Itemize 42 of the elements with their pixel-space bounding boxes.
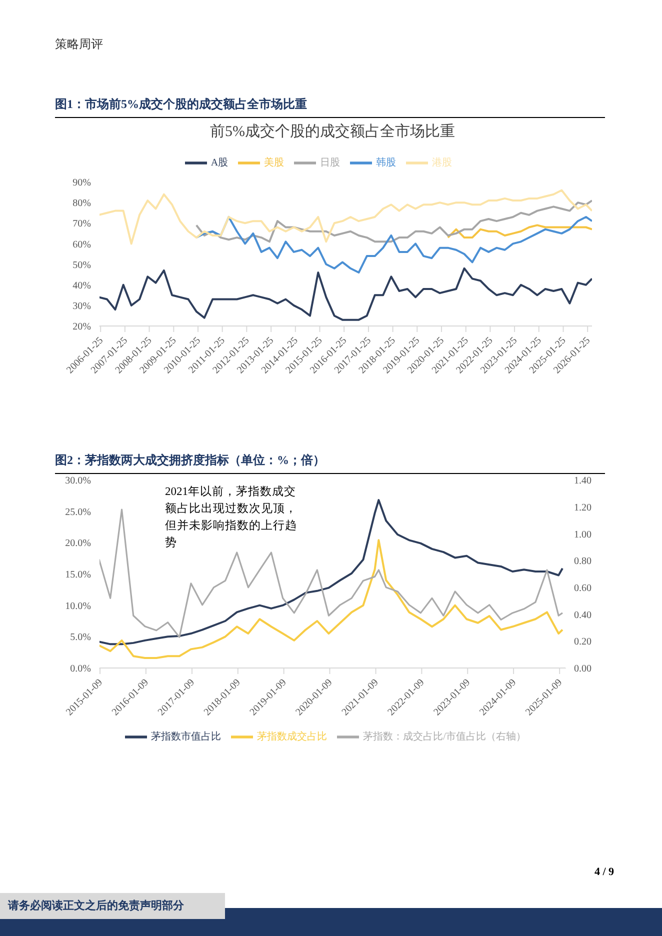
- y2-tick-label: 1.00: [574, 529, 592, 540]
- y2-tick-label: 1.20: [574, 502, 592, 514]
- text: 策略周评: [55, 36, 103, 53]
- y2-tick-label: 0.80: [574, 556, 592, 568]
- legend-label: A股: [210, 157, 228, 168]
- y-tick-label: 30.0%: [65, 476, 91, 487]
- y2-tick-label: 0.40: [574, 610, 592, 621]
- y2-tick-label: 1.40: [574, 476, 592, 487]
- y-tick-label: 5.0%: [70, 632, 91, 644]
- text: 4 / 9: [594, 866, 614, 878]
- caption: 图2：茅指数两大成交拥挤度指标（单位：%；倍）: [55, 452, 605, 474]
- legend-label: 茅指数：成交占比/市值占比（右轴）: [363, 731, 526, 742]
- legend-label: 港股: [432, 157, 452, 168]
- line-series: [99, 267, 592, 321]
- line-series: [99, 189, 592, 245]
- y-tick-label: 0.0%: [70, 664, 91, 675]
- y-tick-label: 25.0%: [65, 506, 91, 518]
- y-tick-label: 60%: [72, 239, 91, 250]
- y-tick-label: 10.0%: [65, 600, 91, 612]
- text: 请务必阅读正文之后的免责声明部分: [0, 893, 225, 919]
- legend-label: 韩股: [376, 157, 396, 168]
- y2-tick-label: 0.60: [574, 582, 592, 594]
- y-tick-label: 80%: [72, 198, 91, 210]
- y2-tick-label: 0.20: [574, 636, 592, 648]
- line-series: [446, 224, 592, 239]
- line-series: [195, 200, 592, 243]
- caption: 图1：市场前5%成交个股的成交额占全市场比重: [55, 96, 605, 118]
- y2-tick-label: 0.00: [574, 664, 592, 675]
- y-tick-label: 40%: [72, 280, 91, 292]
- y-tick-label: 20.0%: [65, 538, 91, 550]
- y-tick-label: 50%: [72, 260, 91, 271]
- legend-label: 日股: [320, 157, 340, 168]
- y-tick-label: 30%: [72, 300, 91, 312]
- legend-label: 美股: [264, 157, 284, 168]
- y-tick-label: 15.0%: [65, 570, 91, 581]
- y-tick-label: 20%: [72, 322, 91, 333]
- chart-title: 前5%成交个股的成交额占全市场比重: [209, 122, 456, 142]
- y-tick-label: 70%: [72, 218, 91, 230]
- annotation: 2021年以前，茅指数成交额占比出现过数次见顶，但并未影响指数的上行趋势: [165, 484, 298, 551]
- y-tick-label: 90%: [72, 178, 91, 189]
- legend-label: 茅指数市值占比: [151, 731, 222, 742]
- legend-label: 茅指数成交占比: [257, 731, 328, 742]
